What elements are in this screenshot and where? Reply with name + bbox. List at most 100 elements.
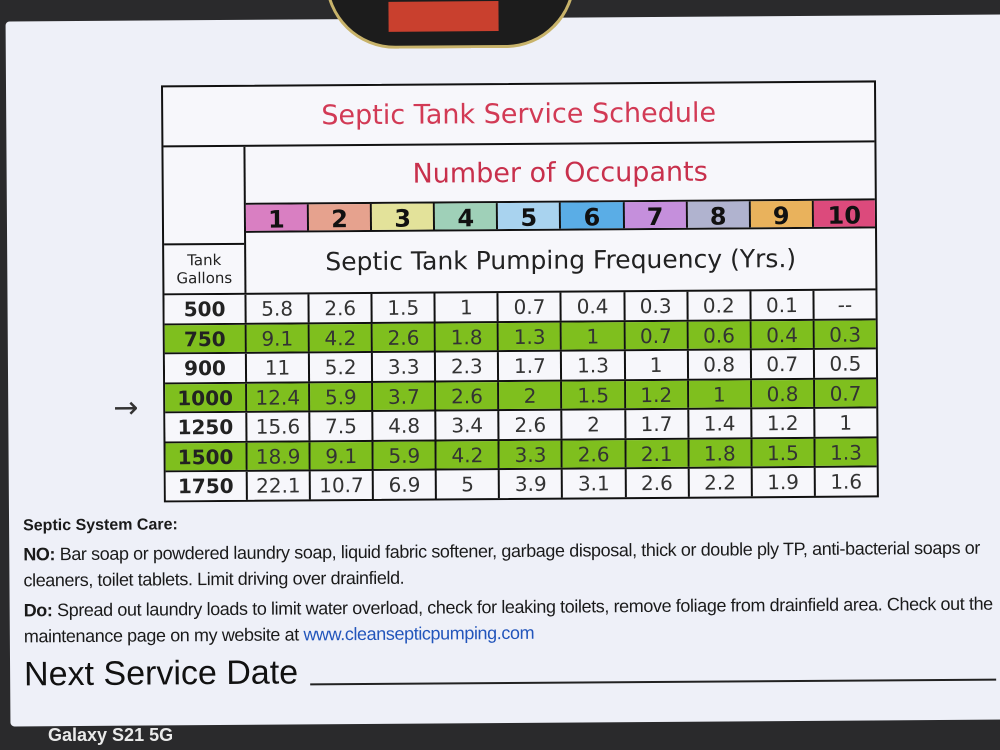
frequency-cell: 0.7 (498, 292, 563, 321)
frequency-cell: 0.8 (688, 350, 752, 379)
tank-gallons-cell: 500 (164, 294, 247, 323)
frequency-cell: 4.8 (373, 411, 437, 440)
tank-gallons-cell: 750 (164, 324, 247, 353)
frequency-cell: 0.4 (561, 292, 626, 321)
frequency-cell: 2.6 (562, 439, 627, 468)
frequency-cell: 0.7 (625, 321, 689, 350)
frequency-cell: 1.8 (435, 322, 500, 351)
frequency-cell: 2.6 (626, 468, 690, 497)
care-do-label: Do: (23, 600, 53, 621)
occupant-count-9: 9 (750, 200, 814, 230)
occupant-count-5: 5 (498, 202, 562, 232)
frequency-cell: 1 (562, 321, 626, 350)
frequency-cell: 3.1 (563, 469, 627, 498)
frequency-cell: 22.1 (247, 471, 311, 500)
occupant-count-row: 1 2 3 4 5 6 7 8 9 10 (245, 200, 876, 234)
frequency-cell: 0.3 (814, 319, 876, 348)
frequency-cell: 9.1 (246, 323, 310, 352)
frequency-cell: 0.7 (814, 378, 877, 407)
occupants-title: Number of Occupants (245, 142, 875, 205)
frequency-cell: 1.5 (562, 380, 626, 409)
frequency-cell: -- (837, 292, 853, 317)
frequency-cell: 0.7 (751, 349, 815, 378)
tank-gallons-header: Tank Gallons (163, 146, 247, 294)
frequency-cell: 2.6 (309, 293, 373, 322)
frequency-cell: 1.5 (372, 293, 436, 322)
next-service-row: Next Service Date (23, 649, 997, 694)
frequency-cell: 2 (499, 381, 563, 410)
frequency-cell: 4.2 (436, 440, 501, 469)
frequency-cell: 10.7 (310, 470, 375, 499)
care-do: Do: Spread out laundry loads to limit wa… (24, 591, 996, 650)
tank-header-line-1: Tank (187, 250, 222, 270)
frequency-cell: 1.5 (752, 438, 816, 467)
tank-gallons-cell: 1750 (165, 471, 248, 500)
occupant-count-6: 6 (561, 202, 625, 231)
occupant-count-4: 4 (435, 203, 499, 232)
frequency-cell: 12.4 (247, 382, 311, 411)
occupant-count-7: 7 (624, 201, 688, 231)
frequency-cell: 2.6 (372, 323, 437, 351)
frequency-cell: 1 (435, 293, 500, 322)
frequency-cell: 2.3 (436, 352, 500, 381)
frequency-cell: 1.3 (562, 351, 626, 380)
frequency-cell: 3.4 (436, 411, 500, 439)
frequency-cell: 5.2 (309, 352, 374, 381)
tank-gallons-cell: 1250 (165, 412, 248, 441)
care-section: Septic System Care: NO: Bar soap or powd… (23, 511, 996, 650)
frequency-cell: 3.3 (499, 440, 564, 469)
frequency-cell: 1.8 (689, 438, 753, 467)
frequency-cell: 5 (436, 470, 501, 498)
frequency-cell: 1 (839, 410, 853, 435)
frequency-cell: 7.5 (310, 411, 374, 440)
frequency-cell: 2.6 (499, 410, 563, 439)
service-card: Septic Tank Service Schedule Tank Gallon… (5, 0, 1000, 727)
next-service-line[interactable] (310, 678, 997, 686)
frequency-cell: 0.8 (751, 379, 816, 408)
frequency-cell: 1 (688, 379, 753, 408)
frequency-cell: 3.9 (500, 469, 564, 498)
frequency-cell: 1.3 (499, 322, 563, 351)
care-heading: Septic System Care: (23, 516, 178, 535)
table-row: 750 9.1 4.2 2.6 1.8 1.3 1 0.7 0.6 0.4 0.3 (164, 317, 876, 353)
frequency-cell: 5.9 (310, 382, 374, 411)
frequency-cell: 1.7 (499, 351, 563, 380)
frequency-cell: 1.9 (752, 467, 816, 496)
frequency-cell: 2.1 (626, 439, 690, 468)
frequency-cell: 0.5 (829, 351, 862, 376)
frequency-cell: 1.6 (830, 469, 863, 494)
emblem-logo (325, 0, 576, 50)
schedule-table: Septic Tank Service Schedule Tank Gallon… (161, 80, 879, 502)
table-row: 1500 18.9 9.1 5.9 4.2 3.3 2.6 2.1 1.8 1.5 1.3 (165, 435, 877, 471)
frequency-cell: 1.2 (752, 408, 816, 437)
frequency-cell: 0.1 (751, 290, 815, 319)
camera-watermark: Galaxy S21 5G (48, 725, 174, 745)
frequency-cell: 5.9 (373, 440, 437, 469)
frequency-cell: 6.9 (373, 470, 438, 499)
frequency-cell: 15.6 (247, 412, 311, 441)
frequency-cell: 1.4 (688, 409, 753, 438)
care-no: NO: Bar soap or powdered laundry soap, l… (23, 535, 995, 594)
frequency-cell: 1 (625, 350, 689, 379)
frequency-cell: 2 (562, 410, 627, 439)
frequency-cell: 3.3 (373, 352, 437, 381)
next-service-label: Next Service Date (23, 653, 299, 694)
website-link[interactable]: www.cleansepticpumping.com (303, 622, 535, 645)
frequency-cell: 5.8 (246, 294, 310, 323)
frequency-cell: 4.2 (309, 323, 374, 352)
frequency-cell: 3.7 (373, 382, 437, 410)
frequency-title: Septic Tank Pumping Frequency (Yrs.) (325, 243, 797, 277)
occupant-count-8: 8 (687, 201, 751, 231)
table-row: 1250 15.6 7.5 4.8 3.4 2.6 2 1.7 1.4 1.2 1 (165, 406, 877, 441)
frequency-cell: 18.9 (247, 441, 311, 470)
frequency-cell: 0.3 (625, 291, 689, 320)
frequency-cell: 0.4 (751, 320, 815, 349)
occupant-count-3: 3 (372, 203, 436, 233)
occupant-count-2: 2 (308, 203, 373, 233)
tank-gallons-cell: 900 (164, 353, 248, 382)
table-row: 500 5.8 2.6 1.5 1 0.7 0.4 0.3 0.2 0.1 -- (164, 288, 876, 323)
frequency-cell: 9.1 (310, 441, 374, 470)
arrow-marker-icon: → (113, 390, 139, 426)
table-row: 1000 12.4 5.9 3.7 2.6 2 1.5 1.2 1 0.8 0.7 (165, 376, 877, 412)
frequency-cell: 11 (246, 353, 311, 382)
